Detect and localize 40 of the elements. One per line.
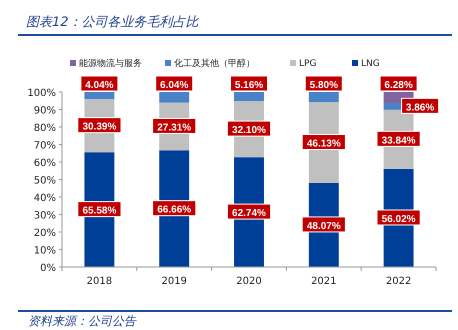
data-label: 6.28%	[384, 80, 413, 91]
data-label: 30.39%	[82, 122, 116, 133]
y-tick-label: 100%	[27, 88, 56, 99]
chart-title: 图表12：公司各业务毛利占比	[26, 15, 200, 30]
x-tick-label: 2020	[236, 276, 262, 287]
data-label: 5.16%	[234, 80, 264, 91]
legend-label: LNG	[361, 59, 380, 69]
y-tick-label: 70%	[34, 140, 56, 152]
bar	[308, 92, 339, 102]
y-tick-label: 10%	[34, 246, 56, 256]
y-tick-label: 30%	[34, 210, 56, 222]
y-tick-label: 0%	[40, 263, 56, 274]
data-label: 27.31%	[157, 122, 192, 134]
data-label: 6.04%	[160, 80, 188, 91]
y-tick-label: 90%	[34, 106, 56, 116]
x-tick-label: 2021	[311, 276, 337, 287]
text: 资料来源：公司公告	[28, 314, 137, 328]
legend-label: 化工及其他（甲醇）	[174, 58, 255, 69]
y-tick-label: 40%	[34, 193, 56, 204]
data-label: 46.13%	[306, 138, 341, 150]
data-label: 32.10%	[232, 125, 266, 136]
data-label: 33.84%	[382, 135, 416, 146]
x-tick-label: 2019	[161, 276, 187, 287]
y-tick-label: 50%	[34, 176, 56, 186]
data-label: 62.74%	[232, 208, 266, 220]
y-tick-label: 60%	[34, 158, 56, 169]
data-label: 56.02%	[382, 214, 416, 225]
legend-label: LPG	[299, 59, 316, 69]
y-tick-label: 80%	[34, 123, 56, 134]
legend-label: 能源物流与服务	[79, 58, 142, 69]
bar	[234, 92, 264, 102]
x-tick-label: 2018	[86, 276, 112, 287]
data-label: 5.80%	[310, 80, 338, 91]
y-tick-label: 20%	[34, 228, 56, 239]
data-label: 4.04%	[85, 80, 114, 91]
data-label: 65.58%	[82, 206, 116, 217]
data-label: 3.86%	[406, 102, 434, 114]
x-tick-label: 2022	[386, 276, 412, 287]
data-label: 48.07%	[306, 220, 341, 232]
data-label: 66.66%	[157, 204, 192, 216]
